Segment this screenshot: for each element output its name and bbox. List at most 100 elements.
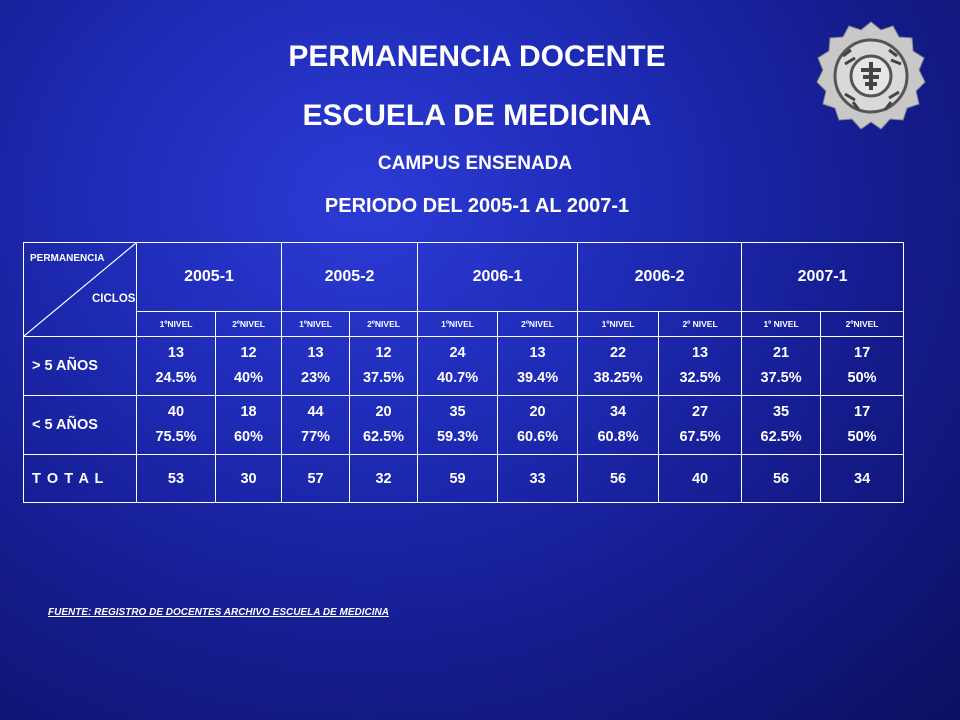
count-value: 24 (449, 345, 466, 361)
permanence-table: PERMANENCIA CICLOS 2005-1 2005-2 2006-1 … (23, 242, 905, 503)
percent-value: 37.5% (760, 370, 802, 386)
count-value: 12 (240, 345, 257, 361)
percent-value: 23% (301, 370, 331, 386)
page-title: PERMANENCIA DOCENTE (288, 40, 666, 73)
total-cell: 53 (136, 454, 216, 503)
period-header: 2006-1 (417, 242, 579, 312)
percent-value: 39.4% (516, 370, 559, 386)
percent-value: 37.5% (362, 370, 405, 386)
percent-value: 60.6% (516, 429, 559, 445)
data-cell: 13 24.5% (136, 336, 216, 396)
corner-label-permanence: PERMANENCIA (30, 253, 105, 264)
source-note: FUENTE: REGISTRO DE DOCENTES ARCHIVO ESC… (48, 607, 389, 618)
total-cell: 33 (497, 454, 579, 503)
percent-value: 40.7% (436, 370, 479, 386)
total-cell: 56 (741, 454, 822, 503)
percent-value: 40% (233, 370, 264, 386)
data-cell: 35 62.5% (741, 395, 822, 455)
total-cell: 40 (658, 454, 743, 503)
percent-value: 67.5% (679, 429, 721, 445)
level-header: 2ºNIVEL (497, 311, 579, 337)
count-value: 17 (854, 404, 871, 420)
level-header: 1ºNIVEL (577, 311, 660, 337)
data-cell: 24 40.7% (417, 336, 499, 396)
total-cell: 57 (281, 454, 351, 503)
table-row-over-5-years: > 5 AÑOS 13 24.5% 12 40% 13 23% 12 37.5% 24 4… (23, 336, 905, 396)
count-value: 12 (375, 345, 392, 361)
diagonal-divider (24, 243, 136, 336)
data-cell: 22 38.25% (577, 336, 660, 396)
percent-value: 77% (301, 429, 331, 445)
period-header: 2005-2 (281, 242, 419, 312)
data-cell: 20 60.6% (497, 395, 579, 455)
count-value: 44 (307, 404, 324, 420)
count-value: 13 (691, 345, 709, 361)
data-cell: 21 37.5% (741, 336, 822, 396)
period-header: 2005-1 (135, 242, 283, 312)
level-header: 2ºNIVEL (820, 311, 905, 337)
data-cell: 12 40% (214, 336, 283, 396)
corner-header-cell: PERMANENCIA CICLOS (23, 242, 137, 337)
campus-heading: CAMPUS ENSENADA (377, 153, 573, 174)
count-value: 22 (609, 345, 627, 361)
percent-value: 62.5% (362, 429, 405, 445)
percent-value: 32.5% (679, 370, 721, 386)
percent-value: 50% (847, 429, 877, 445)
data-cell: 44 77% (281, 395, 351, 455)
page-subtitle: ESCUELA DE MEDICINA (302, 99, 652, 132)
percent-value: 62.5% (760, 429, 802, 445)
total-cell: 30 (214, 454, 283, 503)
count-value: 21 (772, 345, 790, 361)
count-value: 20 (375, 404, 392, 420)
percent-value: 60.8% (597, 429, 639, 445)
data-cell: 13 39.4% (497, 336, 579, 396)
count-value: 27 (691, 404, 709, 420)
level-header: 1ºNIVEL (417, 311, 499, 337)
count-value: 35 (449, 404, 466, 420)
period-header: 2006-2 (577, 242, 743, 312)
total-cell: 34 (820, 454, 905, 503)
row-label: > 5 AÑOS (23, 336, 137, 396)
table-row-total: T O T A L 53 30 57 32 59 33 56 40 56 34 (23, 454, 905, 503)
period-header-row: PERMANENCIA CICLOS 2005-1 2005-2 2006-1 … (23, 242, 905, 337)
count-value: 13 (167, 345, 185, 361)
corner-label-cycles: CICLOS (92, 293, 136, 305)
data-cell: 40 75.5% (136, 395, 216, 455)
count-value: 13 (307, 345, 324, 361)
count-value: 40 (167, 404, 185, 420)
count-value: 17 (854, 345, 871, 361)
percent-value: 59.3% (436, 429, 479, 445)
percent-value: 60% (233, 429, 264, 445)
level-header: 2ºNIVEL (349, 311, 419, 337)
data-cell: 34 60.8% (577, 395, 660, 455)
percent-value: 75.5% (155, 429, 197, 445)
level-header: 1ºNIVEL (136, 311, 216, 337)
level-header: 1º NIVEL (741, 311, 822, 337)
percent-value: 24.5% (155, 370, 197, 386)
data-cell: 13 32.5% (658, 336, 743, 396)
university-seal-icon (816, 21, 926, 130)
period-heading: PERIODO DEL 2005-1 AL 2007-1 (324, 195, 630, 217)
period-header: 2007-1 (741, 242, 905, 312)
level-header: 2ºNIVEL (214, 311, 283, 337)
level-header: 2º NIVEL (658, 311, 743, 337)
row-label-total: T O T A L (23, 454, 137, 503)
total-cell: 32 (349, 454, 419, 503)
count-value: 13 (529, 345, 546, 361)
data-cell: 35 59.3% (417, 395, 499, 455)
data-cell: 27 67.5% (658, 395, 743, 455)
level-header: 1ºNIVEL (281, 311, 351, 337)
data-cell: 20 62.5% (349, 395, 419, 455)
percent-value: 50% (847, 370, 877, 386)
total-cell: 59 (417, 454, 499, 503)
count-value: 34 (609, 404, 627, 420)
total-cell: 56 (577, 454, 660, 503)
data-cell: 17 50% (820, 336, 905, 396)
percent-value: 38.25% (593, 370, 643, 386)
level-header-row: 1ºNIVEL 2ºNIVEL 1ºNIVEL 2ºNIVEL 1ºNIVEL … (24, 311, 905, 337)
table-row-under-5-years: < 5 AÑOS 40 75.5% 18 60% 44 77% 20 62.5% 35 5… (23, 395, 905, 455)
data-cell: 13 23% (281, 336, 351, 396)
data-cell: 18 60% (214, 395, 283, 455)
row-label: < 5 AÑOS (23, 395, 137, 455)
count-value: 20 (529, 404, 546, 420)
